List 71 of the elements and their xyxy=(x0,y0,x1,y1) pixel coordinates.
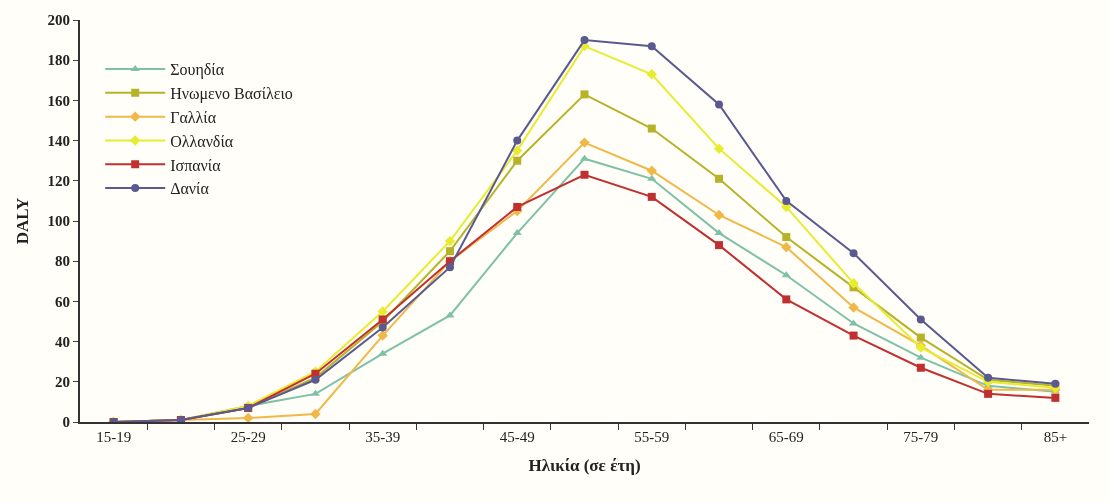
point xyxy=(579,137,590,148)
y-tick-label: 60 xyxy=(55,293,70,310)
legend-label: Δανία xyxy=(170,180,210,198)
legend-label: Σουηδία xyxy=(170,61,225,80)
y-tick-label: 160 xyxy=(47,92,70,109)
point xyxy=(512,145,523,156)
point xyxy=(377,330,388,341)
point xyxy=(242,412,254,422)
point xyxy=(782,196,791,205)
legend-label: Ηνωμενο Βασίλειο xyxy=(170,85,293,104)
point xyxy=(916,353,926,360)
point xyxy=(378,323,387,332)
y-tick-label: 40 xyxy=(55,333,70,350)
point xyxy=(647,192,656,201)
point xyxy=(512,229,522,236)
legend-label: Ολλανδία xyxy=(170,132,234,150)
point xyxy=(715,174,724,183)
y-tick-label: 140 xyxy=(47,132,70,149)
point xyxy=(580,36,589,45)
x-axis-title: Ηλικία (σε έτη) xyxy=(528,455,641,475)
x-tick-label: 35-39 xyxy=(365,429,401,445)
x-tick-label: 65-69 xyxy=(768,429,804,445)
point xyxy=(310,408,321,420)
x-tick-label: 25-29 xyxy=(230,429,266,445)
y-tick-label: 0 xyxy=(62,414,70,431)
point xyxy=(513,136,522,145)
point xyxy=(580,170,589,179)
point xyxy=(647,124,656,133)
x-tick-label: 15-19 xyxy=(96,429,132,445)
point xyxy=(715,100,724,109)
point xyxy=(647,42,656,51)
y-axis-title: DALY xyxy=(12,197,32,245)
point xyxy=(646,69,657,80)
x-tick-label: 55-59 xyxy=(634,429,670,445)
y-tick-label: 120 xyxy=(47,173,70,190)
y-tick-label: 80 xyxy=(55,253,70,270)
point xyxy=(580,90,589,99)
point xyxy=(849,249,858,258)
point xyxy=(849,331,858,340)
point xyxy=(513,156,522,165)
point xyxy=(445,247,454,256)
point xyxy=(984,389,993,398)
point xyxy=(1051,393,1060,402)
point xyxy=(916,315,925,324)
point xyxy=(646,165,657,176)
y-tick-label: 180 xyxy=(47,52,70,69)
point xyxy=(782,295,791,304)
point xyxy=(445,263,454,272)
point xyxy=(715,241,724,250)
y-tick-label: 20 xyxy=(55,374,70,391)
legend-label: Ισπανία xyxy=(170,156,222,174)
point xyxy=(782,233,791,242)
point xyxy=(714,229,724,236)
x-tick-label: 45-49 xyxy=(499,429,535,445)
point xyxy=(713,209,725,221)
point xyxy=(848,278,859,289)
point xyxy=(916,363,925,372)
point xyxy=(781,241,792,253)
x-tick-label: 75-79 xyxy=(903,429,939,445)
x-tick-label: 85+ xyxy=(1043,429,1068,445)
point xyxy=(713,143,725,154)
point xyxy=(647,174,657,181)
point xyxy=(916,333,925,342)
legend-label: Γαλλία xyxy=(170,108,217,126)
point xyxy=(444,235,456,247)
point xyxy=(848,302,859,313)
y-tick-label: 200 xyxy=(47,12,70,29)
point xyxy=(513,202,522,211)
y-tick-label: 100 xyxy=(47,213,70,230)
point xyxy=(377,306,388,317)
point xyxy=(378,349,388,356)
